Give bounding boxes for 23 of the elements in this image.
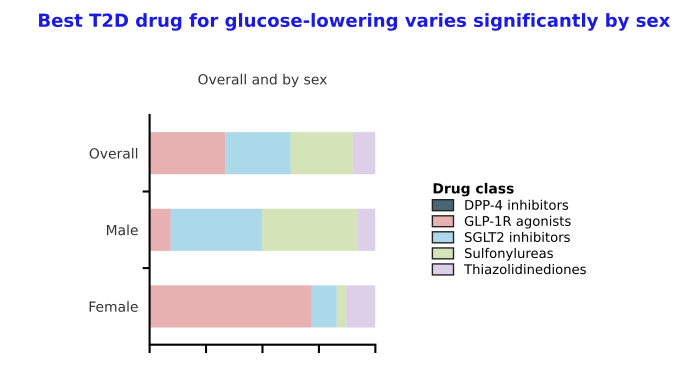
chart-title: Best T2D drug for glucose-lowering varies significantly by sex <box>39 13 670 31</box>
legend-label: DPP-4 inhibitors <box>465 200 568 210</box>
bar <box>290 132 353 174</box>
y-tick-label: Female <box>90 301 138 312</box>
legend-label: GLP-1R agonists <box>464 216 571 229</box>
legend-label: Thiazolidinediones <box>464 264 586 274</box>
bar <box>352 132 376 174</box>
bar <box>150 132 226 174</box>
bar <box>150 285 312 328</box>
y-tick-label: Overall <box>90 148 138 159</box>
bar <box>170 208 262 251</box>
bar <box>357 208 376 251</box>
bar <box>150 208 171 251</box>
y-tick-label: Male <box>106 224 138 236</box>
bar <box>336 285 346 328</box>
bar <box>346 285 376 328</box>
bar <box>312 285 337 328</box>
bar <box>225 132 290 174</box>
chart-subtitle: Overall and by sex <box>198 74 327 88</box>
legend-label: SGLT2 inhibitors <box>464 232 570 242</box>
legend-title: Drug class <box>434 182 514 196</box>
bar <box>262 208 358 251</box>
legend-label: Sulfonylureas <box>464 248 553 261</box>
